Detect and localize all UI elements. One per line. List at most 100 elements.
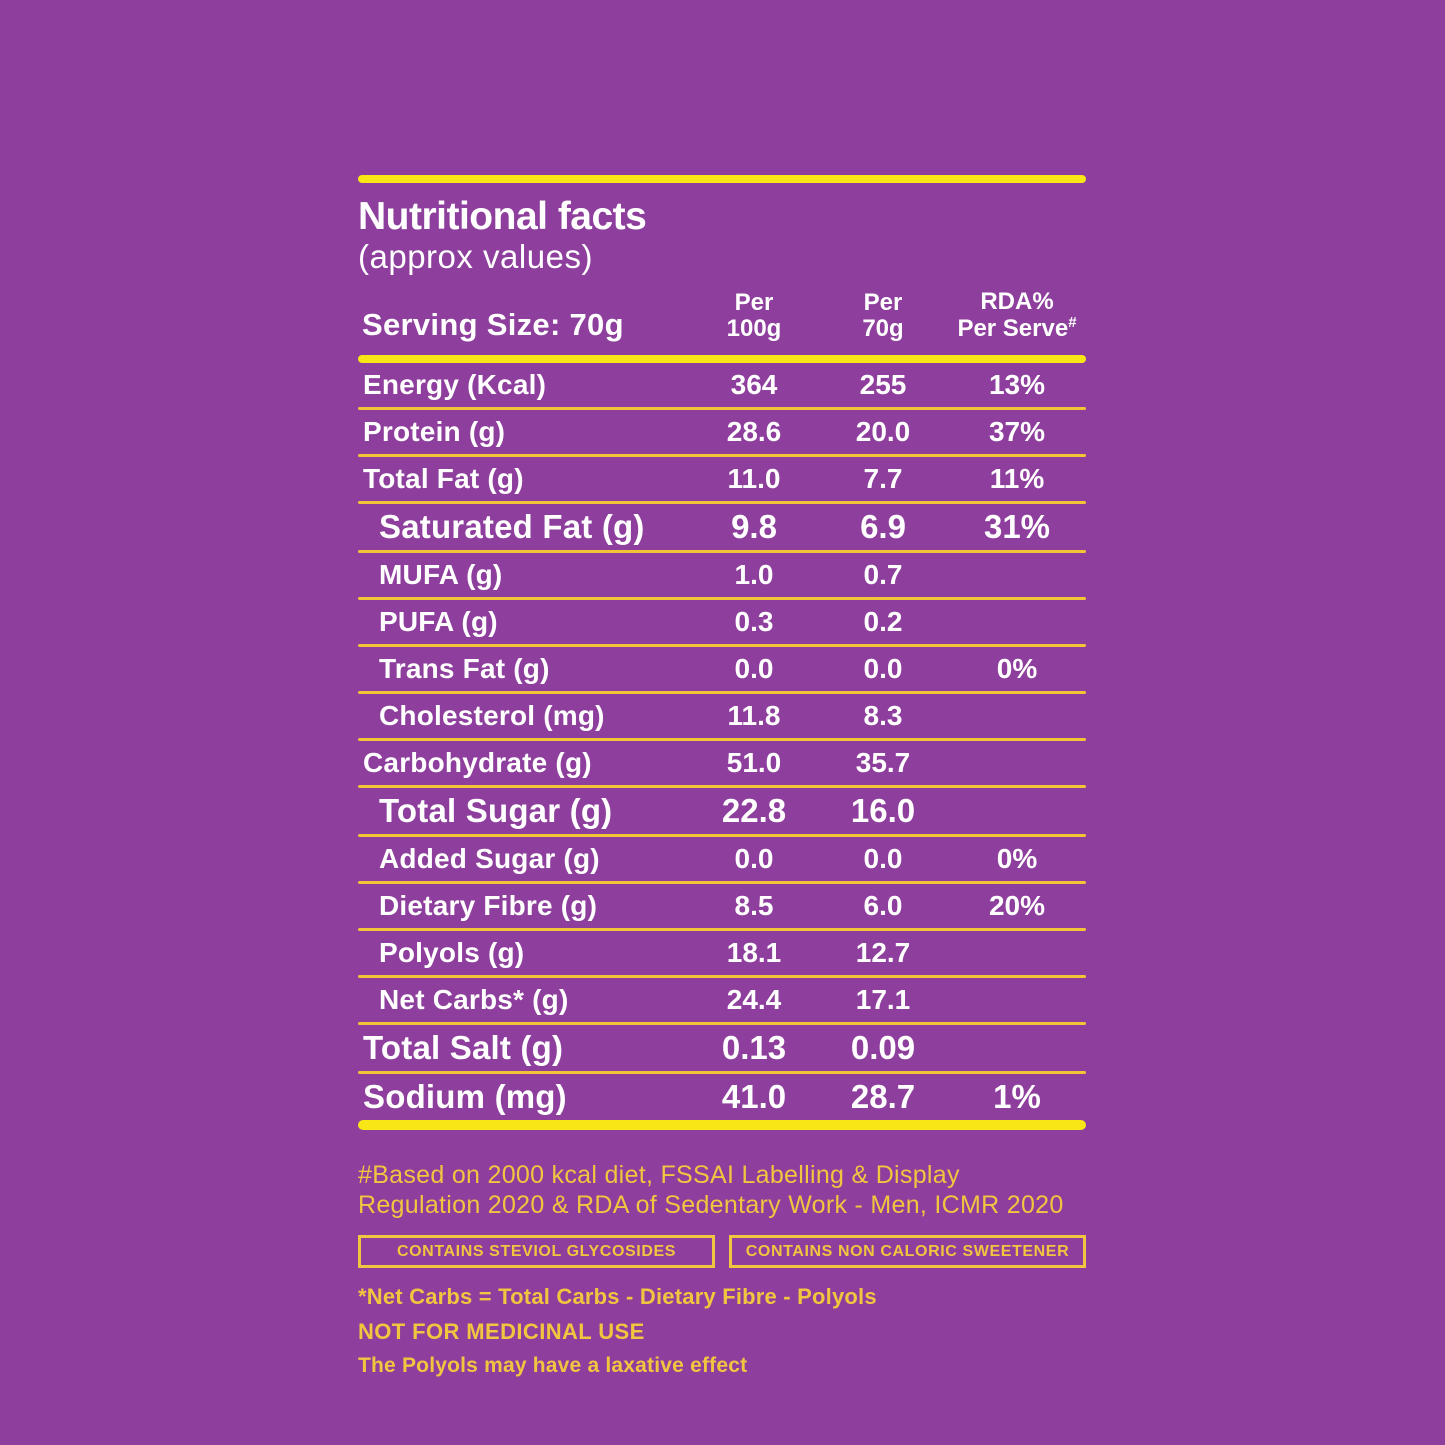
medicinal-use-note: NOT FOR MEDICINAL USE [358, 1319, 645, 1345]
row-separator-rule [358, 975, 1086, 979]
bottom-rule [358, 1120, 1086, 1131]
row-value-per100g: 41.0 [721, 1078, 787, 1116]
row-value-per100g: 364 [730, 369, 778, 401]
row-value-per70g: 0.7 [863, 559, 903, 591]
row-label: Added Sugar (g) [379, 843, 600, 875]
row-label: Dietary Fibre (g) [379, 890, 598, 922]
row-label: Sodium (mg) [363, 1078, 567, 1116]
row-label: Total Sugar (g) [379, 792, 613, 830]
column-header-line: Per Serve# [948, 315, 1086, 343]
row-value-rda: 0% [996, 843, 1038, 875]
column-header-text: Per Serve [957, 315, 1069, 343]
row-value-rda: 0% [996, 653, 1038, 685]
column-header-rda: RDA% Per Serve# [948, 287, 1086, 344]
row-separator-rule [358, 785, 1086, 789]
row-value-per100g: 24.4 [726, 984, 782, 1016]
row-separator-rule [358, 1022, 1086, 1026]
column-header-row: Serving Size: 70g Per 100g Per 70g RDA% … [358, 287, 1086, 350]
row-value-per100g: 18.1 [726, 937, 782, 969]
row-value-per70g: 255 [859, 369, 907, 401]
row-value-per70g: 0.2 [863, 606, 903, 638]
column-header-line: RDA% [980, 287, 1054, 315]
row-value-per70g: 8.3 [863, 700, 903, 732]
non-caloric-sweetener-badge: CONTAINS NON CALORIC SWEETENER [729, 1235, 1086, 1269]
nutrition-facts-panel: Nutritional facts (approx values) Servin… [358, 175, 1086, 1378]
row-value-per70g: 6.0 [863, 890, 903, 922]
row-separator-rule [358, 881, 1086, 885]
row-separator-rule [358, 691, 1086, 695]
row-value-per100g: 11.0 [727, 463, 781, 495]
row-value-per70g: 17.1 [855, 984, 911, 1016]
row-label: Carbohydrate (g) [363, 747, 592, 779]
row-value-rda: 20% [988, 890, 1046, 922]
row-value-per100g: 51.0 [726, 747, 782, 779]
table-row: Cholesterol (mg) 11.8 8.3 [358, 694, 1086, 738]
row-separator-rule [358, 454, 1086, 458]
table-row: Trans Fat (g) 0.0 0.0 0% [358, 647, 1086, 691]
row-label: Energy (Kcal) [363, 369, 547, 401]
row-separator-rule [358, 738, 1086, 742]
row-label: PUFA (g) [379, 606, 498, 638]
table-row: Energy (Kcal) 364 255 13% [358, 363, 1086, 407]
row-value-per100g: 0.0 [734, 653, 774, 685]
column-header-line: 100g [726, 315, 782, 343]
panel-title: Nutritional facts [358, 195, 647, 238]
table-row: Net Carbs* (g) 24.4 17.1 [358, 978, 1086, 1022]
row-separator-rule [358, 928, 1086, 932]
table-row: Total Salt (g) 0.13 0.09 [358, 1025, 1086, 1071]
row-label: Protein (g) [363, 416, 506, 448]
footnote-marker: # [1068, 314, 1077, 332]
row-separator-rule [358, 550, 1086, 554]
row-label: Trans Fat (g) [379, 653, 550, 685]
table-row: Carbohydrate (g) 51.0 35.7 [358, 741, 1086, 785]
row-value-rda: 31% [983, 508, 1051, 546]
row-value-per70g: 16.0 [850, 792, 916, 830]
top-rule [358, 175, 1086, 183]
table-row: Total Sugar (g) 22.8 16.0 [358, 788, 1086, 834]
net-carbs-note: *Net Carbs = Total Carbs - Dietary Fibre… [358, 1284, 877, 1310]
table-row: MUFA (g) 1.0 0.7 [358, 553, 1086, 597]
row-separator-rule [358, 834, 1086, 838]
row-value-per100g: 9.8 [731, 508, 777, 546]
rda-basis-note: #Based on 2000 kcal diet, FSSAI Labellin… [358, 1161, 1064, 1220]
column-header-line: 70g [862, 315, 904, 343]
row-label: Total Salt (g) [363, 1029, 564, 1067]
column-header-per-70g: Per 70g [818, 288, 948, 344]
serving-size-label: Serving Size: 70g [362, 307, 624, 343]
row-value-per70g: 0.09 [850, 1029, 916, 1067]
row-separator-rule [358, 407, 1086, 411]
sweetener-badges: CONTAINS STEVIOL GLYCOSIDES CONTAINS NON… [358, 1235, 1086, 1269]
row-value-per70g: 35.7 [855, 747, 911, 779]
table-row: Sodium (mg) 41.0 28.7 1% [358, 1074, 1086, 1120]
row-value-per70g: 28.7 [850, 1078, 916, 1116]
table-row: Dietary Fibre (g) 8.5 6.0 20% [358, 884, 1086, 928]
row-value-per100g: 0.13 [721, 1029, 787, 1067]
table-row: PUFA (g) 0.3 0.2 [358, 600, 1086, 644]
row-value-rda: 13% [988, 369, 1046, 401]
steviol-glycosides-badge: CONTAINS STEVIOL GLYCOSIDES [358, 1235, 715, 1269]
column-header-per-100g: Per 100g [690, 288, 818, 344]
row-separator-rule [358, 501, 1086, 505]
panel-header: Nutritional facts (approx values) Servin… [358, 183, 1086, 355]
row-separator-rule [358, 1071, 1086, 1075]
row-value-per100g: 22.8 [721, 792, 787, 830]
footnotes: *Net Carbs = Total Carbs - Dietary Fibre… [358, 1284, 1086, 1378]
row-value-rda: 1% [993, 1078, 1041, 1116]
row-value-per70g: 20.0 [855, 416, 911, 448]
column-header-line: Per [734, 288, 774, 316]
row-label: Net Carbs* (g) [379, 984, 569, 1016]
column-header-line: Per [863, 288, 903, 316]
row-value-per100g: 0.0 [734, 843, 774, 875]
nutrition-table: Energy (Kcal) 364 255 13% Protein (g) 28.6 20.… [358, 363, 1086, 1120]
row-value-per100g: 28.6 [726, 416, 782, 448]
table-row: Saturated Fat (g) 9.8 6.9 31% [358, 504, 1086, 550]
row-separator-rule [358, 644, 1086, 648]
table-row: Polyols (g) 18.1 12.7 [358, 931, 1086, 975]
row-label: Total Fat (g) [363, 463, 524, 495]
table-row: Protein (g) 28.6 20.0 37% [358, 410, 1086, 454]
row-separator-rule [358, 597, 1086, 601]
row-value-rda: 37% [988, 416, 1046, 448]
row-value-rda: 11% [989, 463, 1045, 495]
row-value-per70g: 6.9 [860, 508, 906, 546]
